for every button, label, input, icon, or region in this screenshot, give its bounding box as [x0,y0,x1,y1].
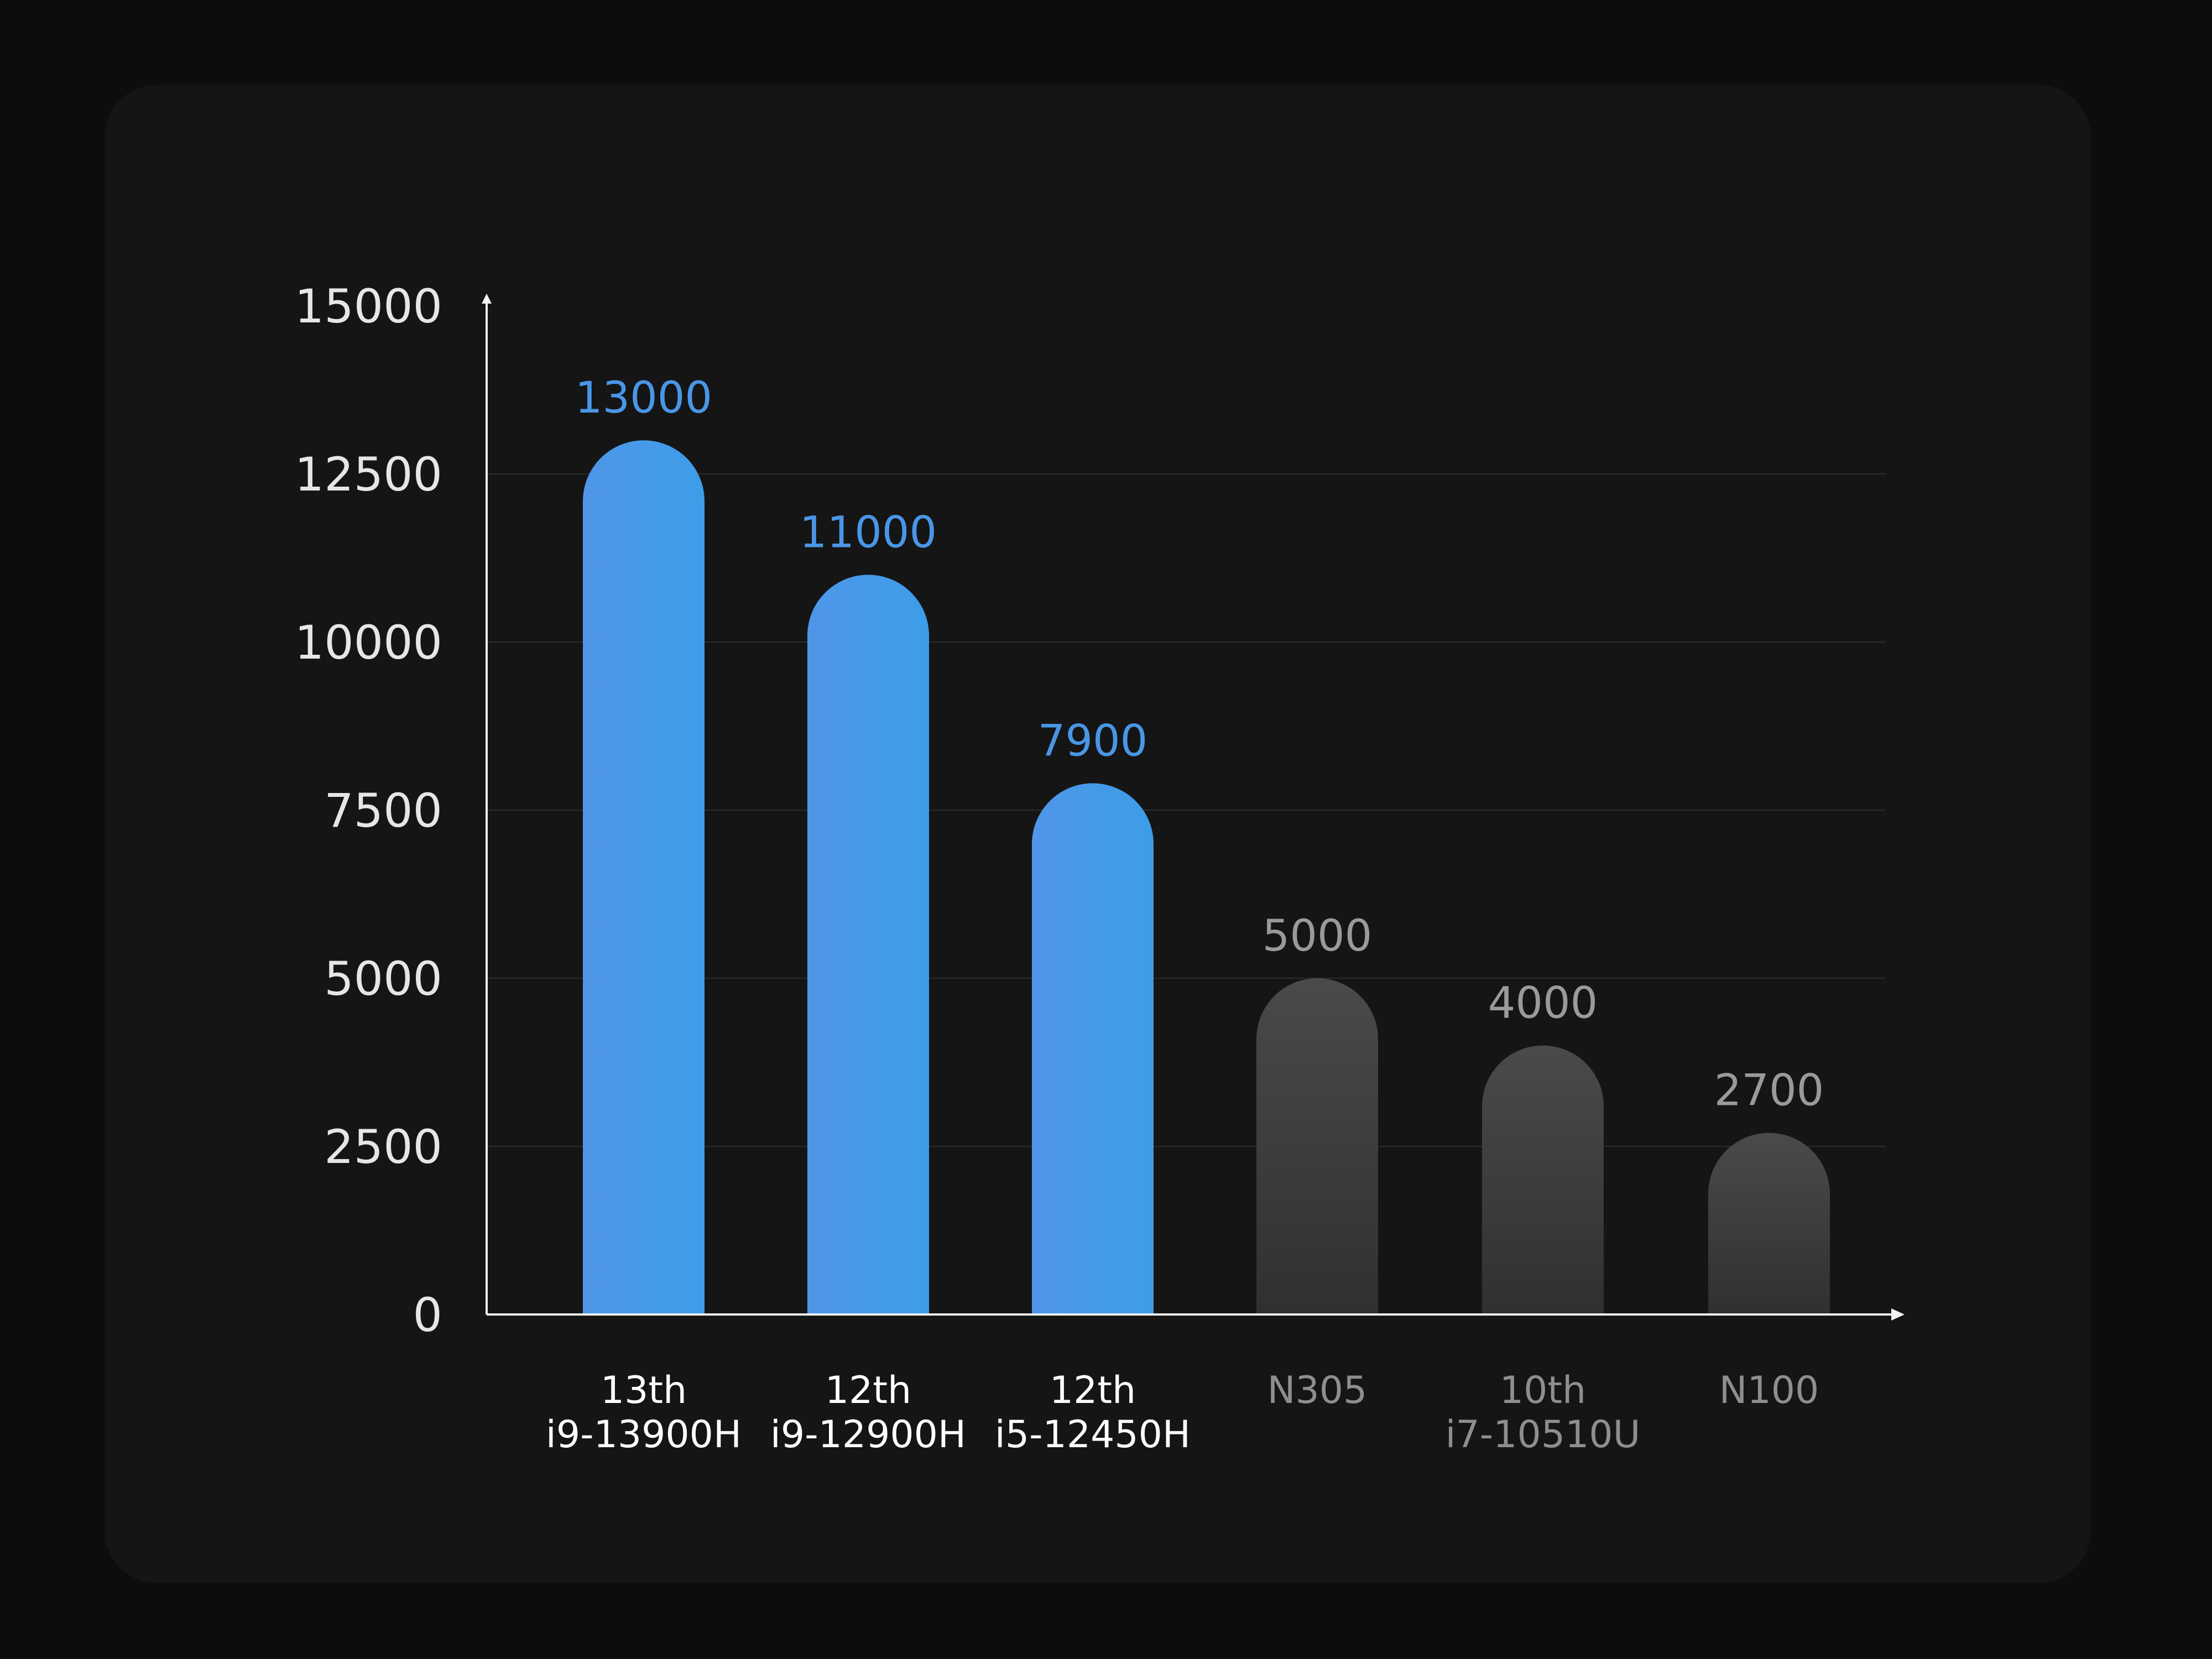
y-tick-label: 2500 [324,1120,442,1174]
category-label-line2: i9-13900H [546,1413,742,1457]
value-label: 2700 [1714,1066,1824,1116]
y-axis-arrow [482,294,492,304]
y-tick-labels: 0 2500 5000 7500 10000 12500 15000 [295,279,442,1342]
bar [583,440,705,1315]
category-label-line1: 12th [825,1369,911,1412]
bar [1708,1133,1830,1314]
y-tick-label: 5000 [324,952,442,1006]
value-labels: 13000 11000 7900 5000 4000 2700 [575,373,1824,1115]
y-tick-label: 0 [413,1288,442,1342]
bar [807,575,929,1314]
x-axis-arrow [1891,1308,1905,1321]
category-label-line1: N305 [1267,1369,1368,1412]
category-label-line2: i7-10510U [1446,1413,1641,1457]
category-label-line1: 10th [1500,1369,1586,1412]
value-label: 7900 [1038,716,1148,766]
axes [482,294,1905,1321]
y-tick-label: 7500 [324,784,442,838]
value-label: 13000 [575,373,712,423]
y-tick-label: 12500 [295,447,442,502]
bar [1032,783,1154,1314]
category-labels: 13thi9-13900H12thi9-12900H12thi5-12450HN… [546,1369,1819,1457]
grid-lines [487,473,1886,1147]
category-label-line2: i5-12450H [995,1413,1191,1457]
category-label-line1: 12th [1050,1369,1136,1412]
category-label-line2: i9-12900H [770,1413,966,1457]
value-label: 5000 [1262,911,1373,961]
bar [1256,978,1378,1314]
value-label: 4000 [1488,979,1598,1029]
category-label-line1: 13th [601,1369,687,1412]
bars [583,440,1830,1315]
y-tick-label: 15000 [295,279,442,333]
bar [1482,1045,1604,1314]
category-label-line1: N100 [1719,1369,1819,1412]
y-tick-label: 10000 [295,615,442,670]
value-label: 11000 [800,508,937,557]
